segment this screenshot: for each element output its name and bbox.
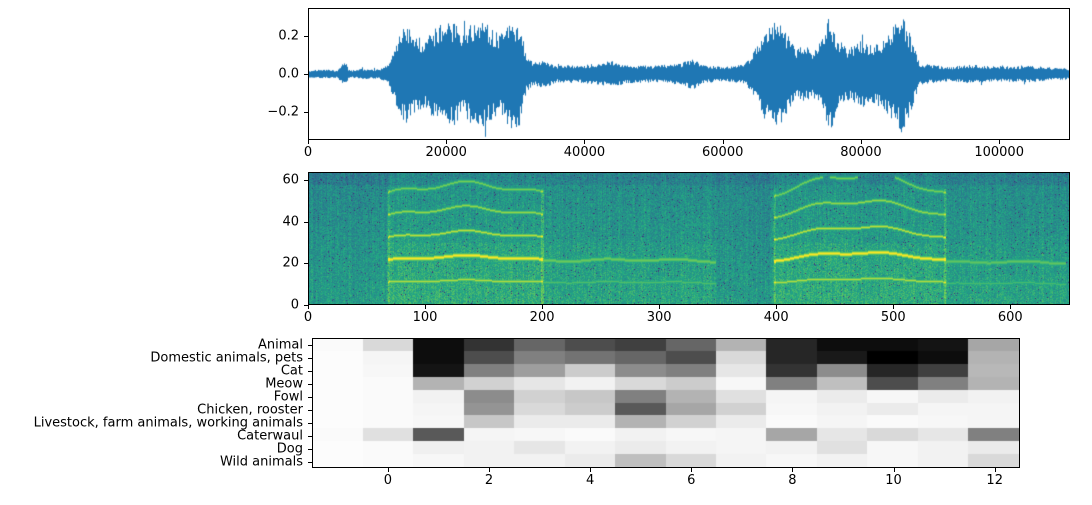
spectrogram-axes <box>308 172 1070 305</box>
y-tick-mark <box>308 383 312 385</box>
x-tick-mark <box>590 468 592 472</box>
y-tick-mark <box>308 357 312 359</box>
y-tick-label: 0.2 <box>278 28 299 44</box>
x-tick-mark <box>893 468 895 472</box>
y-tick-label: −0.2 <box>267 104 299 120</box>
y-tick-label: 0 <box>290 297 299 313</box>
y-tick-mark <box>304 305 308 306</box>
x-tick-mark <box>792 468 794 472</box>
framewise-heatmap-axes <box>312 338 1020 468</box>
x-tick-label: 100000 <box>974 145 1024 160</box>
y-tick-mark <box>308 409 312 411</box>
class-label: Meow <box>265 376 303 391</box>
y-tick-mark <box>308 344 312 346</box>
x-tick-mark <box>425 305 427 309</box>
x-tick-mark <box>446 140 448 144</box>
x-tick-mark <box>860 140 862 144</box>
class-label: Wild animals <box>219 454 303 469</box>
x-tick-mark <box>387 468 389 472</box>
x-tick-mark <box>999 140 1001 144</box>
y-tick-mark <box>308 461 312 463</box>
y-tick-mark <box>304 111 308 113</box>
y-tick-mark <box>308 396 312 398</box>
y-tick-mark <box>308 370 312 372</box>
y-tick-mark <box>308 448 312 450</box>
x-tick-label: 0 <box>303 310 313 325</box>
x-tick-label: 100 <box>412 310 438 325</box>
x-tick-label: 20000 <box>425 145 467 160</box>
y-tick-label: 0.0 <box>278 66 299 82</box>
x-tick-mark <box>691 468 693 472</box>
class-label: Fowl <box>273 389 303 404</box>
spectrogram-plot <box>309 173 1069 304</box>
y-tick-mark <box>308 422 312 424</box>
y-tick-label: 40 <box>282 214 299 230</box>
y-tick-mark <box>304 180 308 182</box>
x-tick-mark <box>776 305 778 309</box>
x-tick-label: 200 <box>529 310 555 325</box>
x-tick-label: 500 <box>880 310 906 325</box>
x-tick-mark <box>1010 305 1012 309</box>
y-tick-mark <box>304 221 308 223</box>
framewise-heatmap-plot <box>313 339 1019 467</box>
x-tick-label: 2 <box>484 473 494 488</box>
class-label: Animal <box>258 337 303 352</box>
x-tick-mark <box>722 140 724 144</box>
class-label: Cat <box>280 363 303 378</box>
waveform-axes <box>308 8 1070 140</box>
class-label: Chicken, rooster <box>197 402 303 417</box>
x-tick-label: 400 <box>763 310 789 325</box>
y-tick-mark <box>304 74 308 75</box>
class-label: Livestock, farm animals, working animals <box>33 415 303 430</box>
x-tick-label: 10 <box>885 473 902 488</box>
class-label: Domestic animals, pets <box>150 350 303 365</box>
y-tick-mark <box>304 263 308 265</box>
waveform-plot <box>309 9 1069 139</box>
y-tick-mark <box>308 435 312 437</box>
x-tick-mark <box>994 468 996 472</box>
y-tick-label: 20 <box>282 255 299 271</box>
x-tick-label: 12 <box>986 473 1003 488</box>
x-tick-label: 0 <box>303 145 313 160</box>
class-label: Dog <box>276 441 303 456</box>
x-tick-label: 6 <box>687 473 696 488</box>
x-tick-mark <box>542 305 544 309</box>
x-tick-mark <box>489 468 490 472</box>
x-tick-mark <box>308 305 309 309</box>
class-label: Caterwaul <box>237 428 303 443</box>
x-tick-label: 600 <box>997 310 1023 325</box>
x-tick-label: 8 <box>788 473 797 488</box>
x-tick-label: 80000 <box>840 145 882 160</box>
x-tick-mark <box>893 305 895 309</box>
y-tick-label: 60 <box>282 172 299 188</box>
x-tick-mark <box>308 140 309 144</box>
x-tick-label: 0 <box>383 473 392 488</box>
x-tick-label: 40000 <box>563 145 606 160</box>
y-tick-mark <box>304 36 308 38</box>
x-tick-label: 60000 <box>702 145 744 160</box>
x-tick-mark <box>659 305 661 309</box>
x-tick-mark <box>584 140 586 144</box>
x-tick-label: 300 <box>646 310 672 325</box>
x-tick-label: 4 <box>586 473 595 488</box>
